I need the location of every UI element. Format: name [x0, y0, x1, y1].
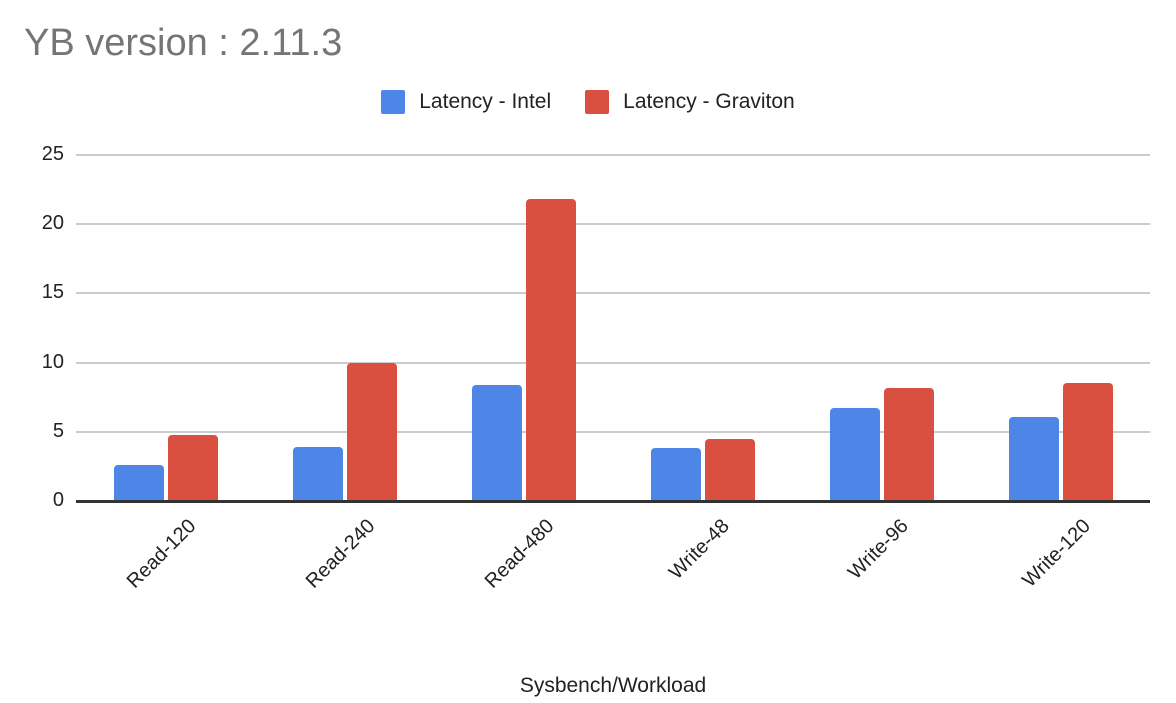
gridline	[76, 292, 1150, 295]
legend-label-graviton: Latency - Graviton	[623, 90, 795, 113]
legend-item-intel[interactable]: Latency - Intel	[381, 90, 551, 114]
gridline	[76, 361, 1150, 364]
bar-intel[interactable]	[471, 384, 522, 501]
bar-intel[interactable]	[292, 447, 343, 501]
legend-item-graviton[interactable]: Latency - Graviton	[585, 90, 795, 114]
x-tick-label: Write-96	[844, 515, 913, 584]
chart-legend: Latency - Intel Latency - Graviton	[0, 90, 1176, 114]
y-tick-label: 15	[41, 281, 64, 304]
bar-intel[interactable]	[829, 408, 880, 501]
y-tick-label: 25	[41, 143, 64, 165]
x-tick-label: Read-240	[301, 515, 380, 593]
x-tick-label: Write-120	[1018, 515, 1096, 592]
x-tick-label: Read-480	[480, 515, 559, 593]
bar-intel[interactable]	[113, 465, 164, 501]
y-tick-label: 5	[52, 419, 64, 442]
bar-intel[interactable]	[1008, 416, 1059, 501]
x-axis-title: Sysbench/Workload	[519, 674, 707, 697]
legend-label-intel: Latency - Intel	[419, 90, 552, 113]
x-tick-label: Read-120	[122, 515, 201, 593]
bar-graviton[interactable]	[346, 362, 397, 501]
y-tick-label: 10	[41, 350, 64, 373]
gridline	[76, 430, 1150, 433]
bar-intel[interactable]	[650, 448, 701, 501]
legend-swatch-graviton	[585, 90, 610, 114]
bar-graviton[interactable]	[167, 434, 218, 501]
x-tick-label: Write-48	[665, 515, 734, 584]
gridline	[76, 154, 1150, 156]
x-axis-line	[76, 500, 1150, 503]
bar-graviton[interactable]	[525, 199, 576, 501]
bar-graviton[interactable]	[704, 438, 755, 501]
legend-swatch-intel	[381, 90, 406, 114]
gridline	[76, 223, 1150, 226]
bar-graviton[interactable]	[883, 387, 934, 501]
bar-graviton[interactable]	[1062, 383, 1113, 501]
y-tick-label: 0	[52, 489, 64, 511]
y-tick-label: 20	[41, 212, 64, 235]
chart-title: YB version : 2.11.3	[24, 22, 343, 64]
